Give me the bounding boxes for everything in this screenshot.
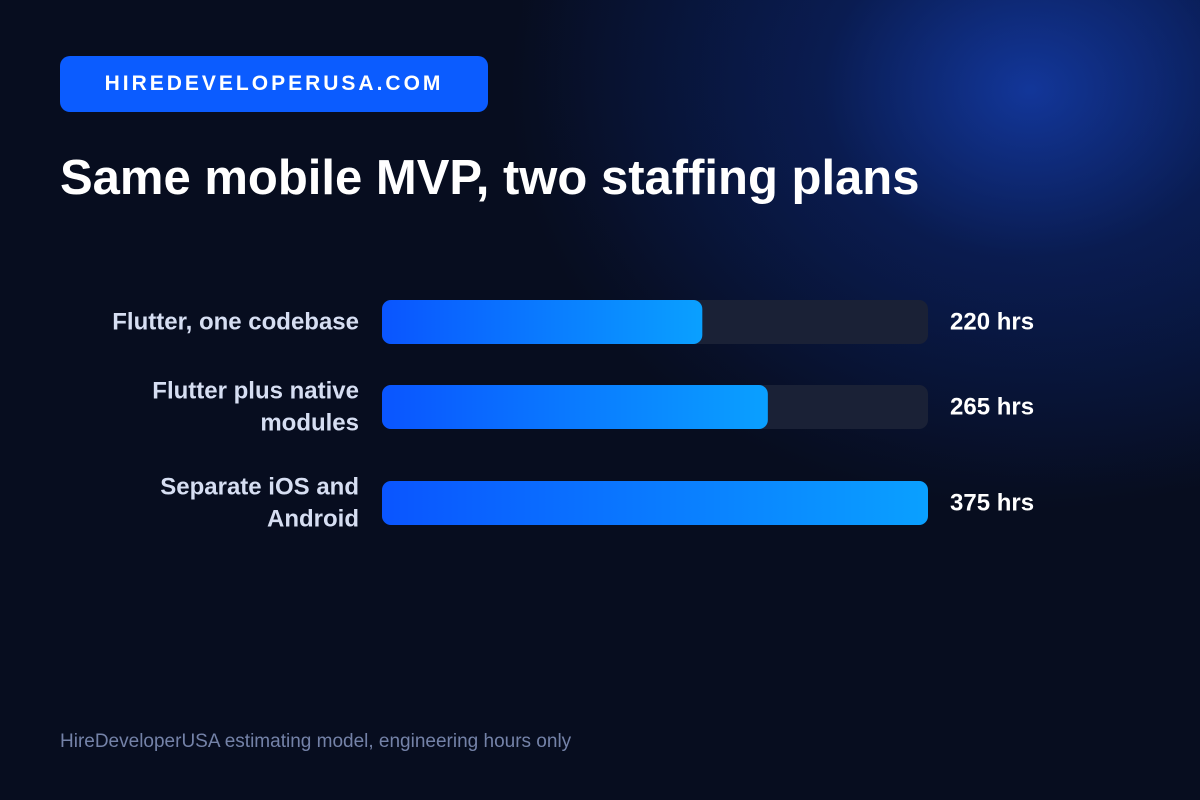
- footnote: HireDeveloperUSA estimating model, engin…: [60, 731, 572, 752]
- category-label: Flutter plus native modules: [152, 378, 359, 437]
- bar: [382, 300, 703, 344]
- value-label: 220 hrs: [950, 309, 1034, 336]
- value-label: 265 hrs: [950, 394, 1034, 421]
- bar: [382, 385, 768, 429]
- brand-badge: HIREDEVELOPERUSA.COM: [60, 56, 488, 112]
- category-label: Separate iOS and Android: [160, 474, 359, 533]
- category-label: Flutter, one codebase: [112, 309, 359, 336]
- value-label: 375 hrs: [950, 490, 1034, 517]
- brand-label: HIREDEVELOPERUSA.COM: [104, 72, 444, 95]
- page-title: Same mobile MVP, two staffing plans: [60, 151, 920, 205]
- bar: [382, 481, 928, 525]
